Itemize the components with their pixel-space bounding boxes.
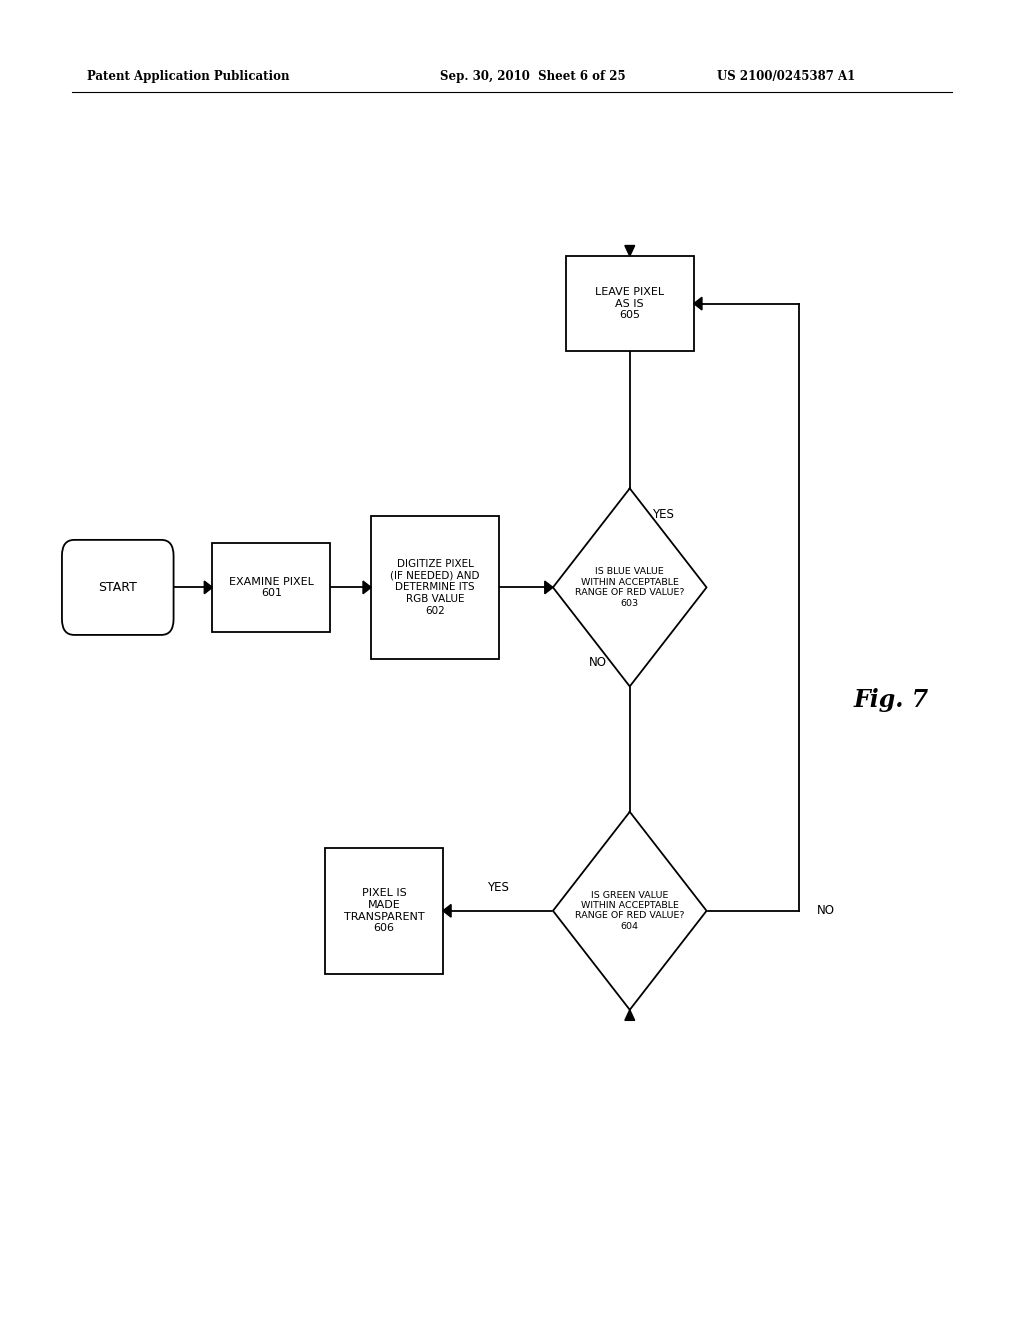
Polygon shape [553, 488, 707, 686]
Text: LEAVE PIXEL
AS IS
605: LEAVE PIXEL AS IS 605 [595, 286, 665, 321]
FancyBboxPatch shape [565, 256, 694, 351]
Text: START: START [98, 581, 137, 594]
Text: Fig. 7: Fig. 7 [853, 688, 929, 711]
Polygon shape [205, 581, 213, 594]
Text: YES: YES [487, 880, 509, 894]
Polygon shape [362, 581, 371, 594]
Polygon shape [545, 581, 553, 594]
Polygon shape [442, 904, 451, 917]
Polygon shape [553, 812, 707, 1010]
Text: NO: NO [817, 904, 836, 917]
Text: YES: YES [652, 508, 674, 521]
Text: NO: NO [589, 656, 607, 669]
Text: Sep. 30, 2010  Sheet 6 of 25: Sep. 30, 2010 Sheet 6 of 25 [440, 70, 626, 83]
Text: Patent Application Publication: Patent Application Publication [87, 70, 290, 83]
FancyBboxPatch shape [213, 543, 330, 632]
Text: US 2100/0245387 A1: US 2100/0245387 A1 [717, 70, 855, 83]
Text: EXAMINE PIXEL
601: EXAMINE PIXEL 601 [229, 577, 313, 598]
Text: IS BLUE VALUE
WITHIN ACCEPTABLE
RANGE OF RED VALUE?
603: IS BLUE VALUE WITHIN ACCEPTABLE RANGE OF… [575, 568, 684, 607]
Text: PIXEL IS
MADE
TRANSPARENT
606: PIXEL IS MADE TRANSPARENT 606 [344, 888, 424, 933]
Text: IS GREEN VALUE
WITHIN ACCEPTABLE
RANGE OF RED VALUE?
604: IS GREEN VALUE WITHIN ACCEPTABLE RANGE O… [575, 891, 684, 931]
FancyBboxPatch shape [326, 847, 442, 974]
FancyBboxPatch shape [62, 540, 174, 635]
Polygon shape [625, 1010, 635, 1020]
Polygon shape [625, 246, 635, 256]
Text: DIGITIZE PIXEL
(IF NEEDED) AND
DETERMINE ITS
RGB VALUE
602: DIGITIZE PIXEL (IF NEEDED) AND DETERMINE… [390, 560, 480, 615]
Polygon shape [694, 297, 702, 310]
FancyBboxPatch shape [371, 516, 500, 659]
